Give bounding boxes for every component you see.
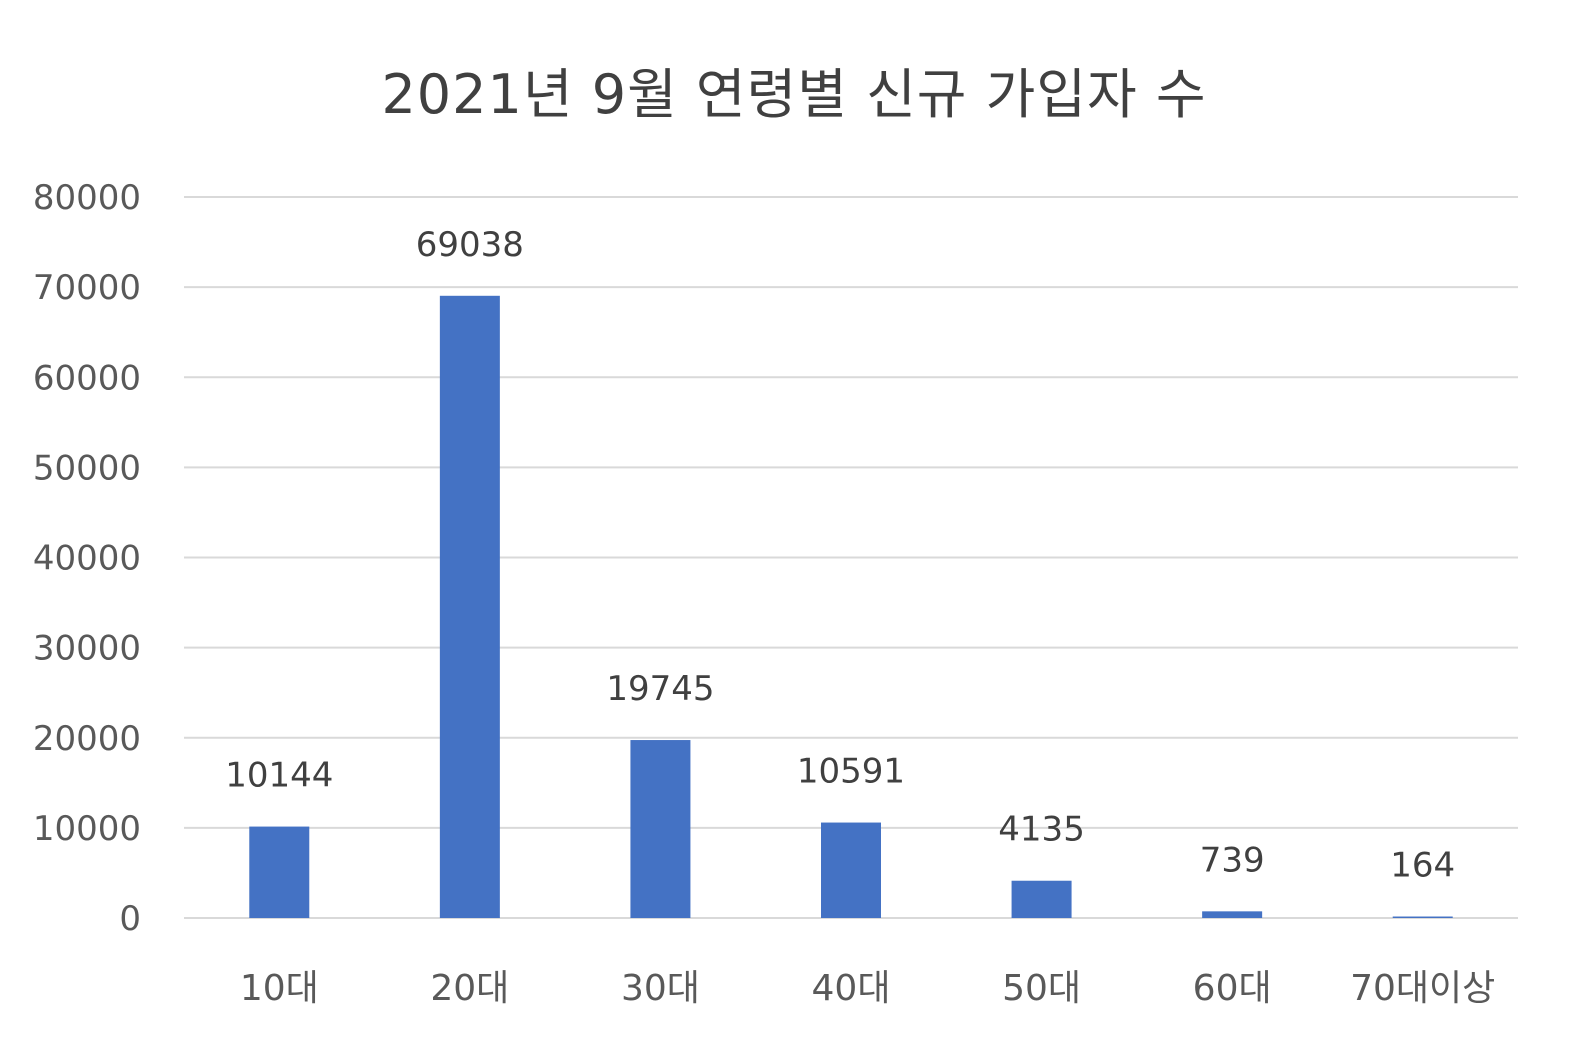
y-tick-label: 30000	[33, 629, 141, 669]
bar	[249, 827, 309, 918]
bar	[1393, 917, 1453, 918]
x-axis-categories: 10대 20대 30대 40대 50대 60대 70대이상	[240, 968, 1495, 1009]
bar	[1202, 911, 1262, 918]
y-tick-label: 10000	[33, 809, 141, 849]
category-label: 60대	[1193, 968, 1272, 1009]
bars	[249, 296, 1452, 918]
category-label: 70대이상	[1350, 968, 1495, 1009]
data-label: 19745	[606, 669, 714, 709]
data-label: 739	[1200, 840, 1265, 880]
data-label: 4135	[998, 810, 1085, 850]
data-label: 69038	[416, 225, 524, 265]
y-tick-label: 80000	[33, 178, 141, 218]
data-labels: 10144 69038 19745 10591 4135 739 164	[225, 225, 1455, 886]
category-label: 40대	[812, 968, 891, 1009]
bar	[440, 296, 500, 918]
y-tick-label: 0	[119, 899, 141, 939]
data-label: 164	[1390, 846, 1455, 886]
category-label: 20대	[430, 968, 509, 1009]
category-label: 10대	[240, 968, 319, 1009]
data-label: 10591	[797, 752, 905, 792]
data-label: 10144	[225, 756, 333, 796]
y-tick-label: 50000	[33, 448, 141, 488]
bar	[821, 823, 881, 918]
y-axis-ticks: 0 10000 20000 30000 40000 50000 60000 70000 8000…	[33, 178, 141, 939]
category-label: 50대	[1002, 968, 1081, 1009]
gridlines	[184, 197, 1518, 918]
bar	[630, 740, 690, 918]
y-tick-label: 60000	[33, 358, 141, 398]
y-tick-label: 70000	[33, 268, 141, 308]
y-tick-label: 40000	[33, 539, 141, 579]
category-label: 30대	[621, 968, 700, 1009]
bar	[1012, 881, 1072, 918]
y-tick-label: 20000	[33, 719, 141, 759]
